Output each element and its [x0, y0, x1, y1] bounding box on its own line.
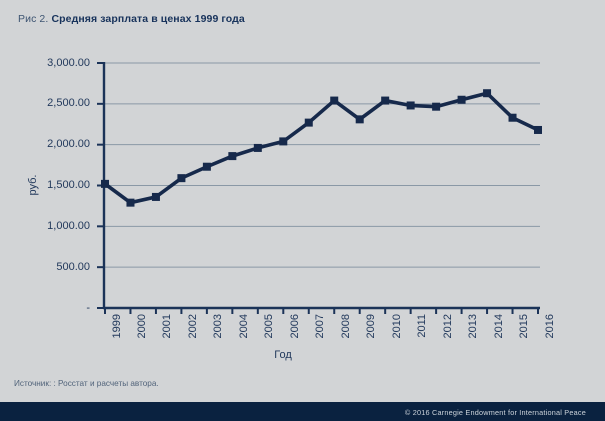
copyright-text: © 2016 Carnegie Endowment for Internatio… [404, 408, 586, 417]
data-point-marker [381, 96, 390, 105]
x-tick-label: 2005 [263, 314, 276, 339]
data-point-marker [406, 101, 415, 110]
y-tick-label: 2,000.00 [47, 138, 90, 151]
y-tick-label: 500.00 [56, 260, 90, 273]
data-line [103, 91, 539, 205]
data-point-marker [457, 95, 466, 104]
data-point-marker [534, 125, 542, 134]
x-tick-label: 2003 [212, 314, 225, 339]
x-tick-label: 2007 [314, 314, 327, 339]
data-point-marker [483, 89, 492, 98]
x-tick-label: 1999 [110, 314, 123, 339]
data-point-marker [279, 137, 288, 146]
data-point-marker [253, 143, 262, 152]
y-tick-label: 1,500.00 [47, 179, 90, 191]
figure-title-text: Средняя зарплата в ценах 1999 года [51, 13, 245, 25]
x-tick-label: 2000 [135, 314, 148, 339]
x-tick-label: 2014 [492, 314, 505, 339]
x-tick-label: 2001 [161, 314, 174, 339]
figure-title: Рис 2. Средняя зарплата в ценах 1999 год… [18, 13, 245, 25]
data-point-marker [330, 96, 339, 105]
line-chart-svg [97, 62, 542, 314]
x-tick-label: 2008 [339, 314, 352, 339]
source-note: Источник: : Росстат и расчеты автора. [14, 379, 159, 388]
data-point-marker [177, 174, 186, 183]
y-tick-label: 2,500.00 [47, 97, 90, 110]
x-tick-label: 2004 [237, 314, 250, 339]
x-tick-label: 2010 [390, 314, 403, 339]
data-point-marker [151, 192, 160, 201]
x-axis-title: Год [274, 349, 292, 361]
x-tick-label: 2006 [288, 314, 301, 339]
x-tick-label: 2012 [441, 314, 454, 339]
figure-number: Рис 2. [18, 13, 49, 25]
data-point-marker [355, 115, 364, 124]
x-tick-label: 2016 [543, 314, 556, 339]
data-point-marker [508, 113, 517, 122]
data-point-marker [101, 179, 109, 188]
x-tick-label: 2015 [518, 314, 531, 339]
x-tick-label: 2002 [186, 314, 199, 339]
y-tick-label: 3,000.00 [47, 56, 90, 69]
data-point-marker [432, 102, 441, 111]
data-point-marker [304, 118, 313, 127]
data-point-marker [126, 198, 135, 207]
x-tick-label: 2013 [467, 314, 480, 339]
data-point-marker [202, 162, 211, 171]
footer-bar: © 2016 Carnegie Endowment for Internatio… [0, 402, 605, 421]
x-tick-label: 2011 [416, 314, 429, 338]
y-axis-title: руб. [27, 174, 39, 196]
x-tick-label: 2009 [365, 314, 378, 339]
data-point-marker [228, 152, 237, 161]
y-tick-label: 1,000.00 [47, 219, 90, 232]
y-tick-label: - [86, 301, 90, 314]
